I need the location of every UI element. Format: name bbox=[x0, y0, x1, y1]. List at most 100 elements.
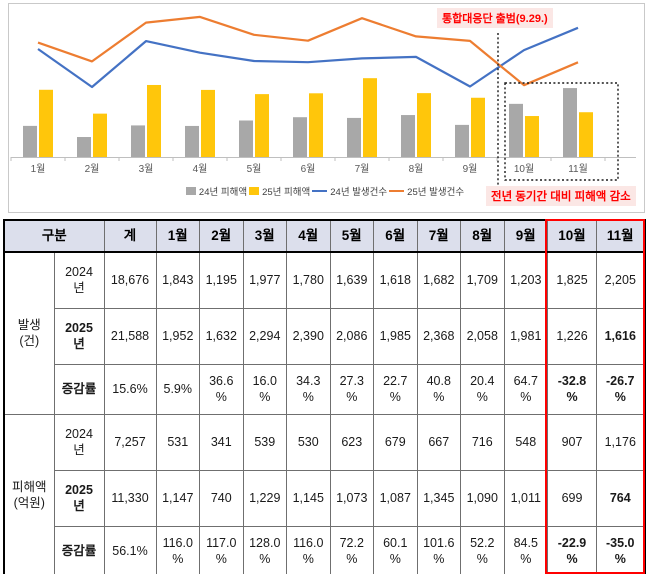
month-label: 5월 bbox=[247, 163, 262, 175]
bar-25년 피해액 bbox=[417, 93, 431, 157]
statistics-table: 구분 계 1월 2월 3월 4월 5월 6월 7월 8월 9월 10월 11월 발생 (건) 2024 년… bbox=[3, 219, 646, 574]
header-cell-gubun: 구분 bbox=[3, 219, 105, 253]
value-cell: 116.0 % bbox=[155, 525, 200, 574]
bar-25년 피해액 bbox=[471, 97, 485, 157]
value-cell: -35.0 % bbox=[596, 525, 645, 574]
header-cell-4월: 4월 bbox=[286, 219, 331, 253]
row-label-cell: 2024 년 bbox=[53, 251, 105, 309]
table-row: 2025 년 21,588 1,952 1,632 2,294 2,390 2,086 1,9… bbox=[4, 307, 645, 365]
header-cell-11월: 11월 bbox=[596, 219, 645, 253]
value-cell: 101.6 % bbox=[416, 525, 461, 574]
legend-item: 24년 피해액 bbox=[185, 184, 248, 198]
legend-label: 24년 발생건수 bbox=[330, 187, 388, 198]
value-cell: 740 bbox=[199, 469, 244, 527]
header-cell-3월: 3월 bbox=[242, 219, 287, 253]
value-cell: 2,390 bbox=[286, 307, 331, 365]
event-annotation: 통합대응단 출범(9.29.) bbox=[437, 8, 553, 28]
bar-25년 피해액 bbox=[255, 94, 269, 157]
value-cell: 1,073 bbox=[329, 469, 374, 527]
legend-swatch-line-icon bbox=[389, 189, 405, 193]
value-cell: 5.9% bbox=[155, 363, 200, 415]
value-cell: 716 bbox=[460, 413, 505, 471]
legend-swatch-bar-icon bbox=[185, 187, 196, 195]
bar-24년 피해액 bbox=[347, 117, 361, 157]
value-cell: 1,616 bbox=[596, 307, 645, 365]
value-cell: 1,825 bbox=[547, 251, 597, 309]
value-cell: 20.4 % bbox=[460, 363, 505, 415]
value-cell: 2,205 bbox=[596, 251, 645, 309]
value-cell: 84.5 % bbox=[503, 525, 548, 574]
legend-label: 25년 피해액 bbox=[262, 187, 311, 198]
table-row: 증감률 56.1% 116.0 % 117.0 % 128.0 % 116.0 % 72.2… bbox=[4, 525, 645, 574]
legend-item: 25년 피해액 bbox=[249, 184, 310, 198]
value-cell: 2,058 bbox=[460, 307, 505, 365]
month-label: 9월 bbox=[463, 163, 478, 175]
header-cell-6월: 6월 bbox=[373, 219, 418, 253]
bar-24년 피해액 bbox=[563, 88, 577, 157]
header-cell-10월: 10월 bbox=[547, 219, 597, 253]
table-row: 증감률 15.6% 5.9% 36.6 % 16.0 % 34.3 % 27.3 % 22.7… bbox=[4, 363, 645, 415]
month-label: 1월 bbox=[31, 163, 46, 175]
value-cell: 117.0 % bbox=[199, 525, 244, 574]
bar-24년 피해액 bbox=[131, 125, 145, 157]
header-cell-계: 계 bbox=[103, 219, 157, 253]
legend-label: 25년 발생건수 bbox=[407, 187, 465, 198]
bar-24년 피해액 bbox=[401, 115, 415, 157]
value-cell: 56.1% bbox=[103, 525, 157, 574]
value-cell: 699 bbox=[547, 469, 597, 527]
row-label-cell: 증감률 bbox=[53, 525, 105, 574]
header-cell-9월: 9월 bbox=[503, 219, 548, 253]
value-cell: -26.7 % bbox=[596, 363, 645, 415]
value-cell: 1,226 bbox=[547, 307, 597, 365]
value-cell: 1,639 bbox=[329, 251, 374, 309]
month-label: 11월 bbox=[568, 163, 588, 175]
value-cell: 1,977 bbox=[242, 251, 287, 309]
value-cell: 64.7 % bbox=[503, 363, 548, 415]
value-cell: -32.8 % bbox=[547, 363, 597, 415]
bar-25년 피해액 bbox=[93, 113, 107, 157]
value-cell: 1,087 bbox=[373, 469, 418, 527]
group-label-cell: 발생 (건) bbox=[3, 251, 55, 415]
value-cell: 764 bbox=[596, 469, 645, 527]
value-cell: 1,632 bbox=[199, 307, 244, 365]
bar-24년 피해액 bbox=[239, 120, 253, 157]
value-cell: 1,203 bbox=[503, 251, 548, 309]
group-label-cell: 피해액 (억원) bbox=[3, 413, 55, 574]
line-24년 발생건수 bbox=[37, 26, 579, 89]
header-cell-2월: 2월 bbox=[199, 219, 244, 253]
value-cell: 72.2 % bbox=[329, 525, 374, 574]
value-cell: 2,086 bbox=[329, 307, 374, 365]
bar-25년 피해액 bbox=[525, 116, 539, 157]
value-cell: 2,368 bbox=[416, 307, 461, 365]
value-cell: 18,676 bbox=[103, 251, 157, 309]
month-label: 10월 bbox=[514, 163, 534, 175]
bar-24년 피해액 bbox=[455, 124, 469, 157]
row-label-cell: 2025 년 bbox=[53, 469, 105, 527]
month-label: 2월 bbox=[85, 163, 100, 175]
value-cell: 34.3 % bbox=[286, 363, 331, 415]
table-body: 발생 (건) 2024 년 18,676 1,843 1,195 1,977 1,780 1,… bbox=[3, 251, 645, 574]
value-cell: 1,145 bbox=[286, 469, 331, 527]
bar-25년 피해액 bbox=[201, 89, 215, 157]
month-label: 6월 bbox=[301, 163, 316, 175]
legend-label: 24년 피해액 bbox=[198, 187, 248, 198]
bar-25년 피해액 bbox=[309, 93, 323, 157]
chart-legend: 24년 피해액 25년 피해액 24년 발생건수 25년 발생건수 bbox=[23, 183, 627, 199]
month-label: 4월 bbox=[193, 163, 208, 175]
bar-24년 피해액 bbox=[293, 117, 307, 157]
value-cell: 40.8 % bbox=[416, 363, 461, 415]
row-label-cell: 증감률 bbox=[53, 363, 105, 415]
value-cell: 1,176 bbox=[596, 413, 645, 471]
bar-25년 피해액 bbox=[147, 84, 161, 157]
table-row: 피해액 (억원) 2024 년 7,257 531 341 539 530 623 679 667… bbox=[3, 413, 645, 574]
value-cell: 623 bbox=[329, 413, 374, 471]
value-cell: 7,257 bbox=[103, 413, 157, 471]
month-label: 7월 bbox=[355, 163, 370, 175]
value-cell: 1,709 bbox=[460, 251, 505, 309]
value-cell: 530 bbox=[286, 413, 331, 471]
value-cell: 1,618 bbox=[373, 251, 418, 309]
value-cell: 2,294 bbox=[242, 307, 287, 365]
header-cell-1월: 1월 bbox=[155, 219, 200, 253]
bar-24년 피해액 bbox=[185, 125, 199, 157]
